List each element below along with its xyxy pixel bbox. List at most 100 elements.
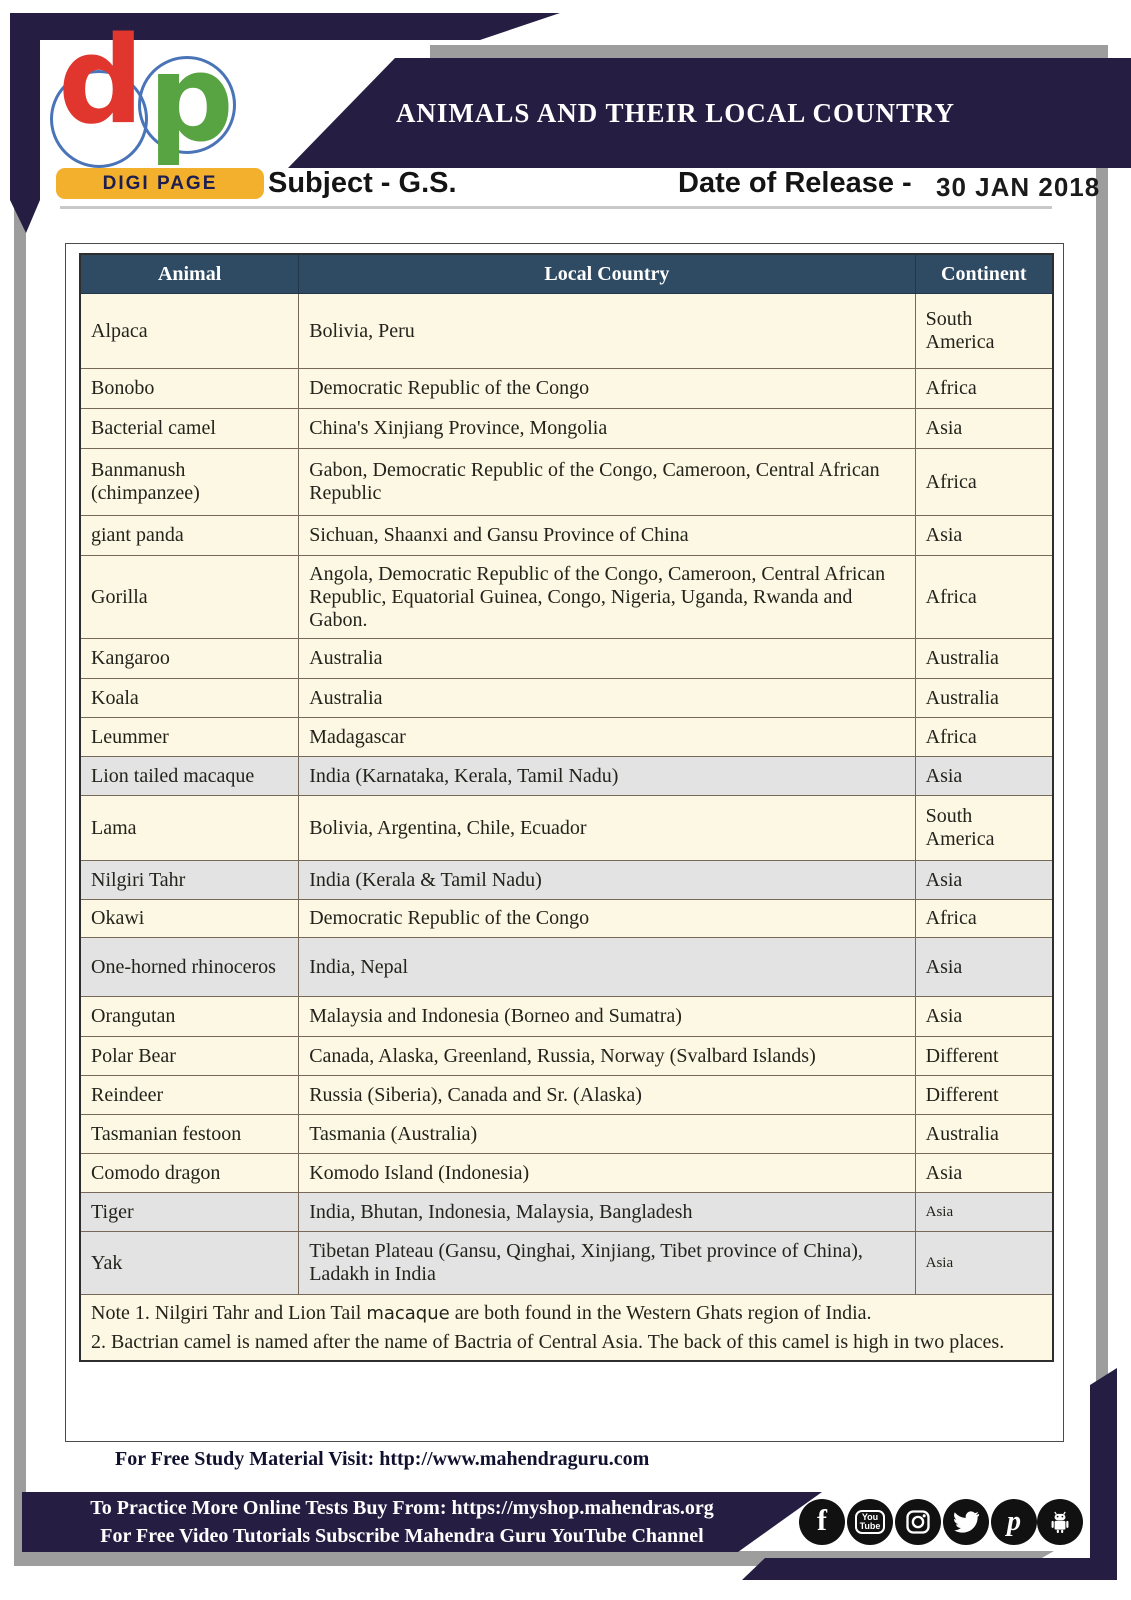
continent-cell: Different [914, 1036, 1054, 1076]
animal-cell: Lion tailed macaque [79, 756, 300, 796]
animal-cell: Koala [79, 678, 300, 718]
continent-cell: Africa [914, 555, 1054, 639]
animal-cell: Nilgiri Tahr [79, 860, 300, 900]
continent-cell: Africa [914, 899, 1054, 938]
table-row: Alpaca Bolivia, Peru South America [79, 293, 1054, 369]
continent-cell: Asia [914, 408, 1054, 449]
table-row: Koala Australia Australia [79, 678, 1054, 718]
footer-band-line-1: To Practice More Online Tests Buy From: … [90, 1497, 714, 1519]
country-cell: Canada, Alaska, Greenland, Russia, Norwa… [298, 1036, 916, 1076]
table-row: Leummer Madagascar Africa [79, 717, 1054, 757]
note-row: Note 1. Nilgiri Tahr and Lion Tail macaq… [79, 1294, 1054, 1362]
animal-cell: Banmanush (chimpanzee) [79, 448, 300, 516]
country-cell: Australia [298, 678, 916, 718]
continent-cell: Asia [914, 1231, 1054, 1295]
pinterest-icon[interactable]: p [991, 1499, 1037, 1545]
country-cell: Democratic Republic of the Congo [298, 899, 916, 938]
header-divider [60, 206, 1052, 209]
continent-cell: Asia [914, 937, 1054, 997]
animal-cell: Okawi [79, 899, 300, 938]
animal-cell: Tiger [79, 1192, 300, 1232]
page-title: ANIMALS AND THEIR LOCAL COUNTRY [395, 97, 956, 128]
animal-cell: Bacterial camel [79, 408, 300, 449]
table-row: Tiger India, Bhutan, Indonesia, Malaysia,… [79, 1192, 1054, 1232]
table-row: Orangutan Malaysia and Indonesia (Borneo … [79, 996, 1054, 1037]
country-cell: Angola, Democratic Republic of the Congo… [298, 555, 916, 639]
footer-band-line-2: For Free Video Tutorials Subscribe Mahen… [100, 1525, 704, 1547]
shop-link[interactable]: https://myshop.mahendras.org [451, 1497, 714, 1519]
logo-letter-p: p [148, 30, 234, 169]
continent-cell: Africa [914, 717, 1054, 757]
table-row: Okawi Democratic Republic of the Congo Afr… [79, 899, 1054, 938]
instagram-icon[interactable] [895, 1499, 941, 1545]
table-row: Lama Bolivia, Argentina, Chile, Ecuador So… [79, 795, 1054, 861]
table-row: Tasmanian festoon Tasmania (Australia) Aus… [79, 1114, 1054, 1154]
animal-cell: Orangutan [79, 996, 300, 1037]
country-cell: Gabon, Democratic Republic of the Congo,… [298, 448, 916, 516]
country-cell: Australia [298, 638, 916, 679]
continent-cell: Asia [914, 1192, 1054, 1232]
table-row: giant panda Sichuan, Shaanxi and Gansu Pr… [79, 515, 1054, 556]
animal-cell: Polar Bear [79, 1036, 300, 1076]
table-row: Yak Tibetan Plateau (Gansu, Qinghai, Xinj… [79, 1231, 1054, 1295]
country-cell: Sichuan, Shaanxi and Gansu Province of C… [298, 515, 916, 556]
footer-band: To Practice More Online Tests Buy From: … [22, 1492, 822, 1552]
title-band: ANIMALS AND THEIR LOCAL COUNTRY [288, 58, 1131, 168]
country-cell: China's Xinjiang Province, Mongolia [298, 408, 916, 449]
android-icon[interactable] [1037, 1499, 1083, 1545]
animal-cell: Comodo dragon [79, 1153, 300, 1193]
continent-cell: Different [914, 1075, 1054, 1115]
country-cell: India, Nepal [298, 937, 916, 997]
youtube-icon[interactable]: You Tube [847, 1499, 893, 1545]
animal-cell: Lama [79, 795, 300, 861]
twitter-icon[interactable] [943, 1499, 989, 1545]
animals-table: Animal Local Country Continent Alpaca Bol… [79, 253, 1054, 1362]
continent-cell: Asia [914, 996, 1054, 1037]
country-cell: Komodo Island (Indonesia) [298, 1153, 916, 1193]
left-shadow-strip [14, 205, 26, 1561]
continent-cell: Australia [914, 1114, 1054, 1154]
country-cell: India (Karnataka, Kerala, Tamil Nadu) [298, 756, 916, 796]
note-line-1: Note 1. Nilgiri Tahr and Lion Tail macaq… [91, 1302, 872, 1324]
corner-band-decoration [10, 13, 560, 233]
date-of-release-label: Date of Release - [678, 167, 912, 199]
animal-cell: Alpaca [79, 293, 300, 369]
animal-cell: Reindeer [79, 1075, 300, 1115]
table-row: Bacterial camel China's Xinjiang Province… [79, 408, 1054, 449]
study-material-link[interactable]: http://www.mahendraguru.com [379, 1448, 650, 1470]
animal-cell: Gorilla [79, 555, 300, 639]
facebook-icon[interactable]: f [799, 1499, 845, 1545]
animal-cell: Leummer [79, 717, 300, 757]
animal-cell: Bonobo [79, 368, 300, 409]
digipage-badge: DIGI PAGE [56, 168, 264, 199]
table-row: Bonobo Democratic Republic of the Congo Af… [79, 368, 1054, 409]
country-cell: Democratic Republic of the Congo [298, 368, 916, 409]
column-header-local-country: Local Country [298, 253, 916, 294]
continent-cell: South America [914, 795, 1054, 861]
continent-cell: Australia [914, 678, 1054, 718]
bottom-shadow-strip [14, 1551, 1054, 1566]
continent-cell: Asia [914, 756, 1054, 796]
animal-cell: Tasmanian festoon [79, 1114, 300, 1154]
column-header-continent: Continent [914, 253, 1054, 294]
country-cell: Bolivia, Peru [298, 293, 916, 369]
table-row: Nilgiri Tahr India (Kerala & Tamil Nadu) A… [79, 860, 1054, 900]
country-cell: Tibetan Plateau (Gansu, Qinghai, Xinjian… [298, 1231, 916, 1295]
country-cell: India, Bhutan, Indonesia, Malaysia, Bang… [298, 1192, 916, 1232]
country-cell: Madagascar [298, 717, 916, 757]
column-header-animal: Animal [79, 253, 300, 294]
country-cell: Tasmania (Australia) [298, 1114, 916, 1154]
animal-cell: One-horned rhinoceros [79, 937, 300, 997]
table-row: Polar Bear Canada, Alaska, Greenland, Rus… [79, 1036, 1054, 1076]
logo-letter-d: d [58, 12, 144, 151]
continent-cell: Africa [914, 448, 1054, 516]
animal-cell: giant panda [79, 515, 300, 556]
right-shadow-strip [1096, 45, 1108, 1385]
logo-ring-p-icon [138, 56, 236, 154]
note-line-2: 2. Bactrian camel is named after the nam… [91, 1331, 1005, 1353]
continent-cell: Australia [914, 638, 1054, 679]
table-row: Reindeer Russia (Siberia), Canada and Sr.… [79, 1075, 1054, 1115]
country-cell: Bolivia, Argentina, Chile, Ecuador [298, 795, 916, 861]
country-cell: India (Kerala & Tamil Nadu) [298, 860, 916, 900]
table-row: Gorilla Angola, Democratic Republic of th… [79, 555, 1054, 639]
